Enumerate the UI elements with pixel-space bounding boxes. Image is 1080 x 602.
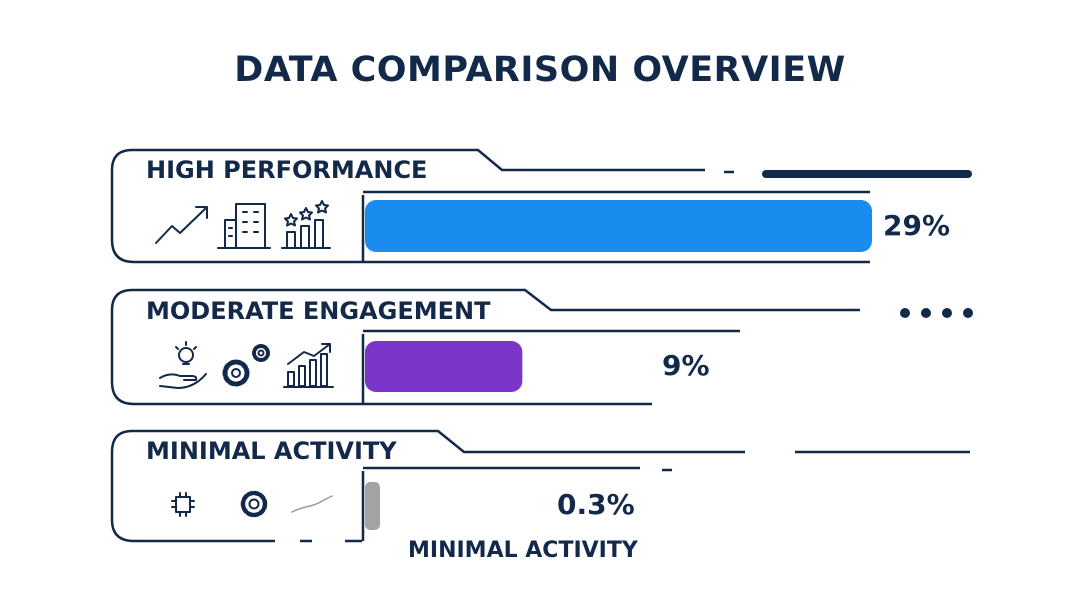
panel-frame-3 [110,429,970,543]
minimal-activity-caption: MINIMAL ACTIVITY [408,538,638,563]
chart-title: DATA COMPARISON OVERVIEW [234,50,846,90]
rating-chart-icon [281,200,331,249]
category-label-moderate-engagement: MODERATE ENGAGEMENT [146,297,491,325]
bar-moderate-engagement [365,341,523,392]
gears-icon [222,344,270,387]
value-label-high-performance: 29% [883,209,951,242]
category-label-minimal-activity: MINIMAL ACTIVITY [146,437,397,465]
flat-line-icon [291,495,333,513]
building-icon [217,203,271,249]
value-label-moderate-engagement: 9% [662,349,710,382]
bar-minimal-activity [365,482,380,530]
chip-icon [171,492,195,517]
gear-icon [240,490,268,518]
panel-frame-1 [110,148,972,264]
category-label-high-performance: HIGH PERFORMANCE [146,156,428,184]
panel-frame-2 [110,288,860,406]
value-label-minimal-activity: 0.3% [557,488,635,521]
dots-decoration [900,308,973,318]
trend-up-icon [155,206,208,244]
idea-hand-icon [159,341,207,389]
growth-chart-icon [283,343,334,388]
bar-high-performance [365,200,872,252]
